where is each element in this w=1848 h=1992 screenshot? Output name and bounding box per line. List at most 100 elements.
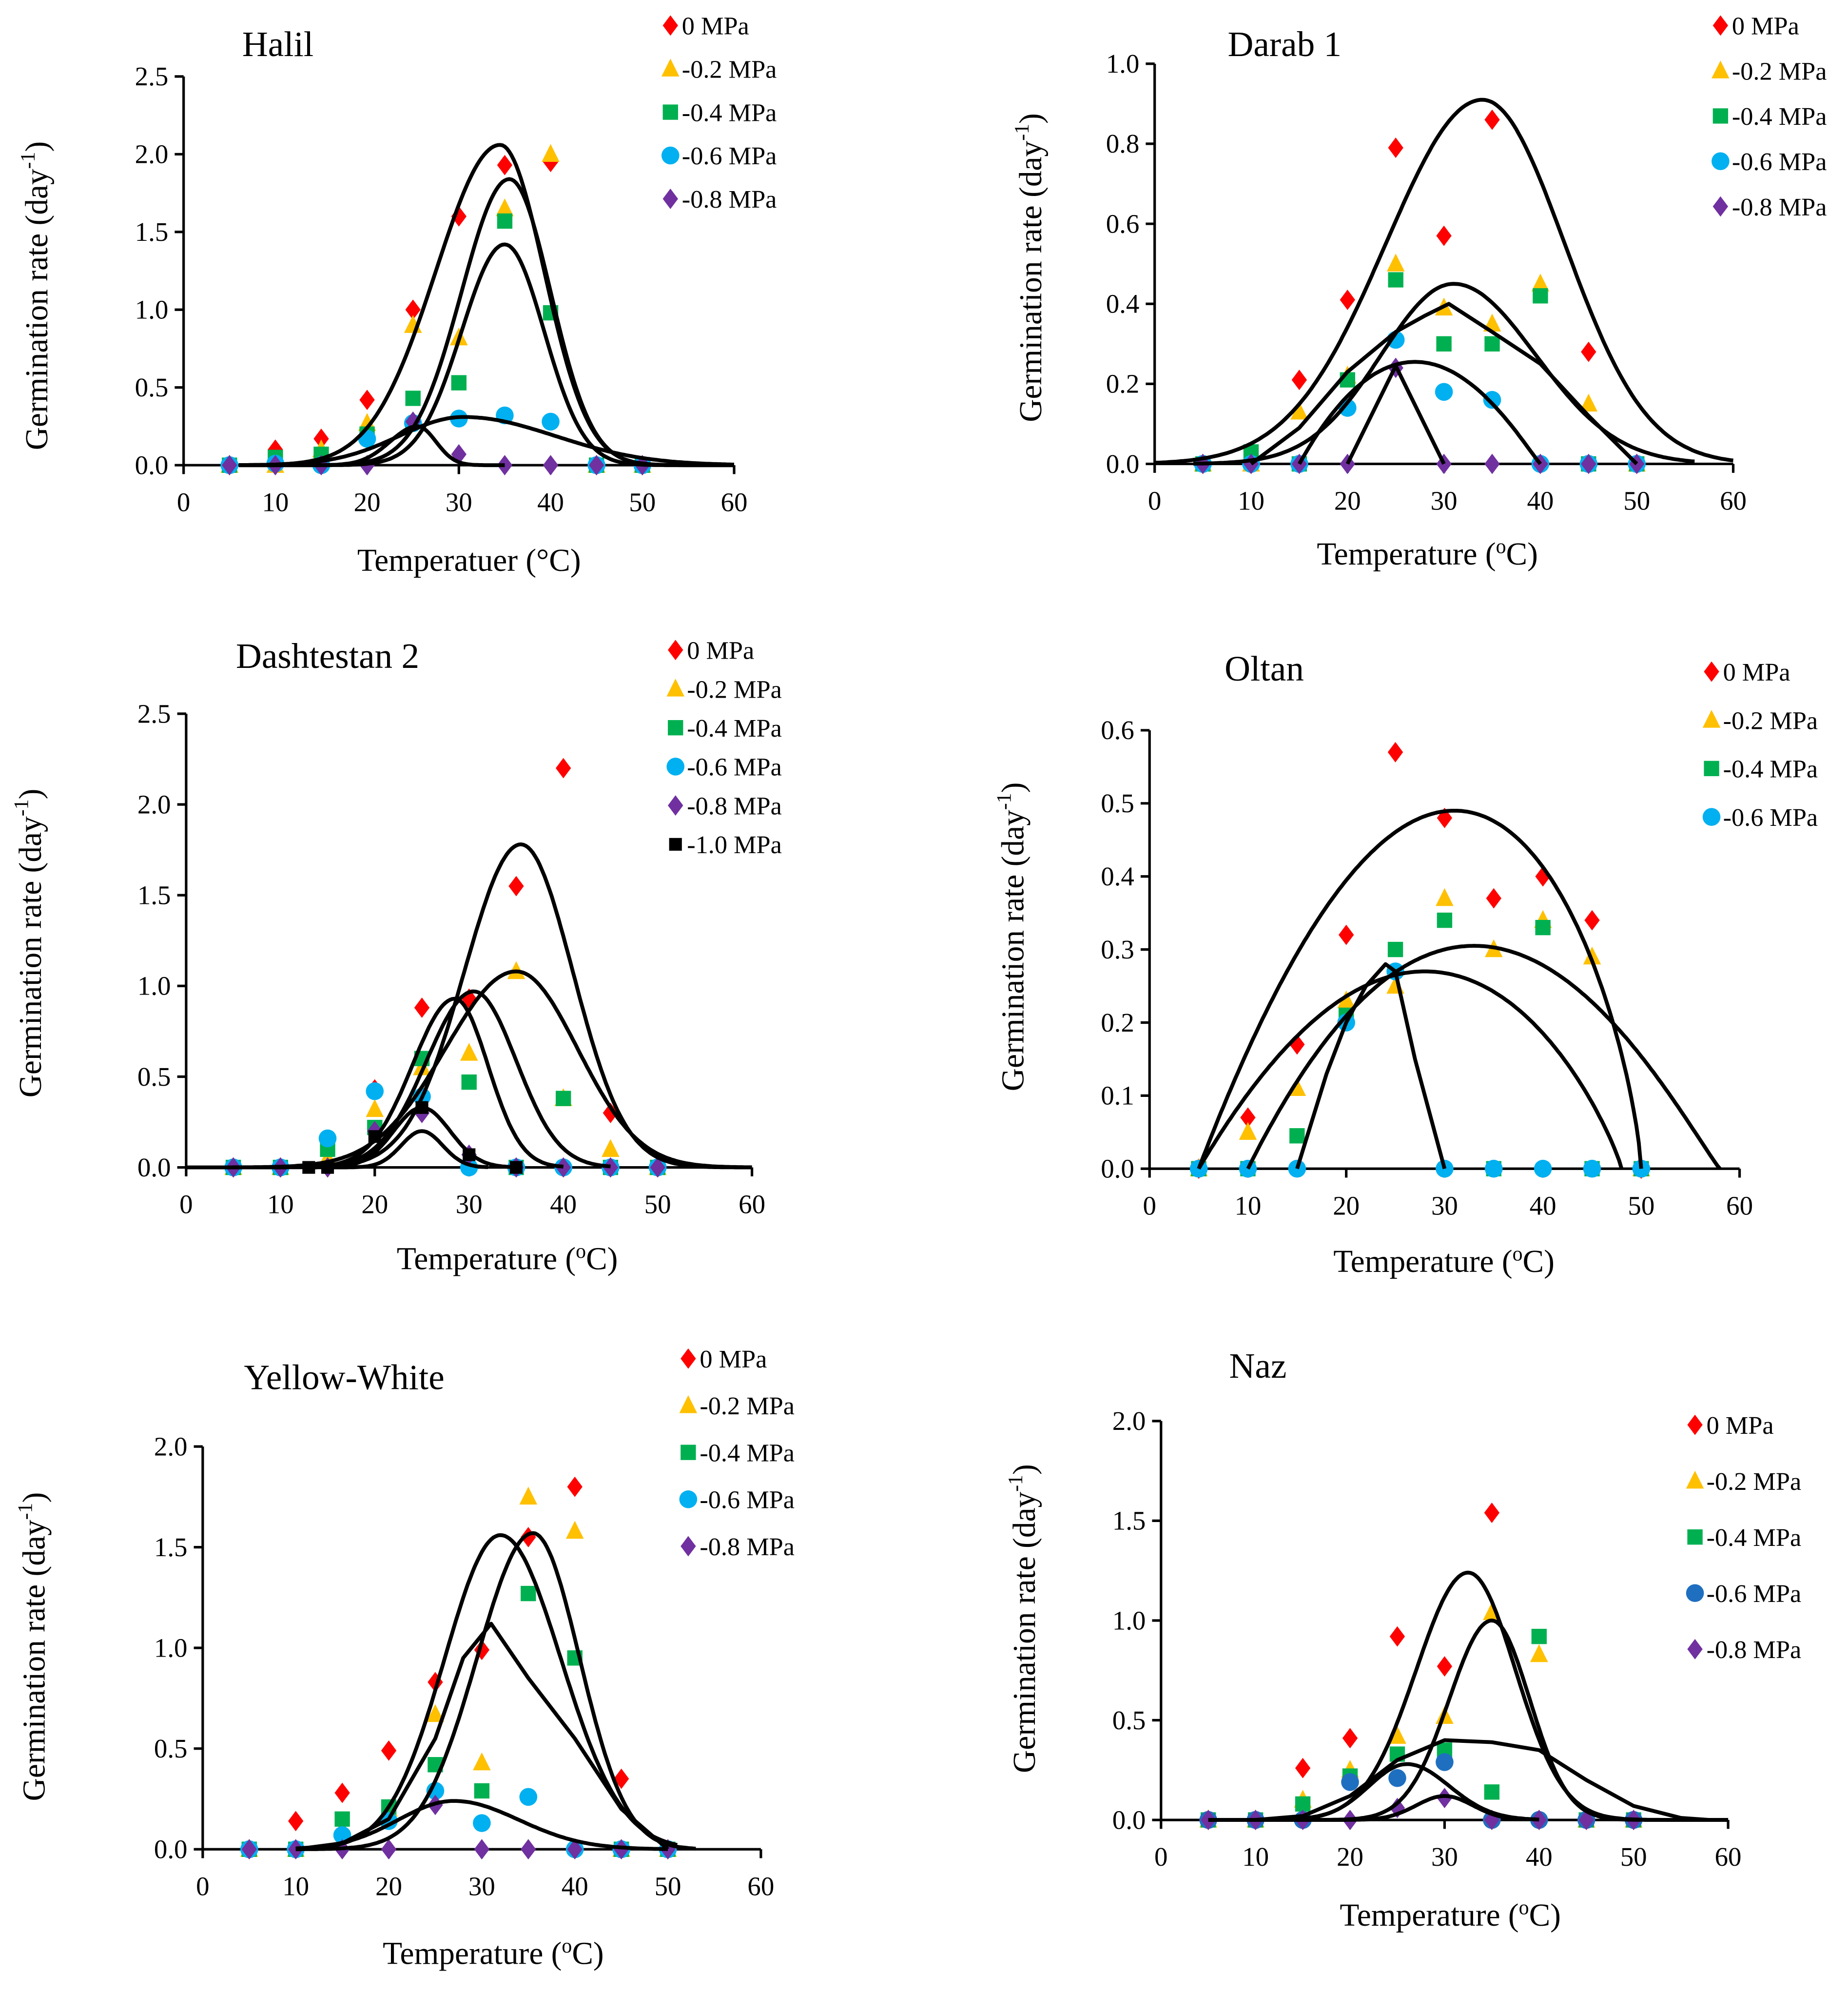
fitted-curve — [1246, 944, 1722, 1170]
y-tick-label: 2.0 — [135, 139, 169, 169]
data-point — [359, 390, 375, 410]
data-point — [334, 1782, 350, 1803]
fitted-curve — [1345, 364, 1446, 465]
y-tick-label: 1.0 — [154, 1633, 188, 1662]
y-tick-label: 2.0 — [154, 1431, 188, 1461]
legend-label: -0.8 MPa — [700, 1533, 795, 1561]
fitted-curve — [238, 177, 734, 468]
x-tick-label: 20 — [361, 1190, 388, 1219]
data-point — [1388, 272, 1403, 288]
data-point — [1531, 1629, 1547, 1644]
y-tick-label: 0.2 — [1106, 369, 1140, 399]
y-tick-label: 1.5 — [135, 217, 169, 247]
x-tick-label: 10 — [262, 487, 289, 517]
y-tick-label: 0.8 — [1106, 129, 1140, 158]
x-tick-label: 0 — [179, 1190, 193, 1219]
data-point — [1484, 109, 1500, 130]
y-axis-label: Germination rate (day-1) — [1011, 113, 1049, 422]
data-point — [1338, 924, 1354, 945]
x-tick-label: 30 — [456, 1190, 483, 1219]
x-tick-label: 30 — [1431, 1191, 1458, 1220]
y-tick-label: 0.4 — [1106, 289, 1140, 319]
y-tick-label: 0.0 — [1101, 1154, 1134, 1184]
x-tick-label: 20 — [1334, 486, 1361, 516]
x-tick-label: 40 — [1526, 1842, 1553, 1872]
fitted-curve — [1197, 969, 1624, 1170]
fitted-curve — [295, 1799, 668, 1851]
legend-label: -0.2 MPa — [1707, 1467, 1802, 1496]
legend-marker — [661, 59, 680, 77]
fitted-curve — [328, 1129, 488, 1170]
x-axis-label: Temperature (oC) — [383, 1935, 604, 1972]
data-point — [1387, 742, 1403, 762]
fitted-curve — [295, 1533, 678, 1851]
x-axis-label-degree: o — [1496, 536, 1506, 558]
data-point — [1534, 1159, 1552, 1178]
data-point — [1581, 341, 1596, 362]
data-point — [650, 1157, 665, 1178]
y-tick-label: 1.5 — [154, 1532, 188, 1562]
data-point — [1388, 137, 1403, 158]
series-0-MPa — [1195, 109, 1645, 474]
data-point — [473, 1814, 491, 1832]
data-point — [1530, 1644, 1548, 1662]
x-tick-label: 20 — [354, 487, 381, 517]
y-axis-label-text: Germination rate (day — [1013, 140, 1049, 422]
x-axis-label-degree: o — [1513, 1243, 1523, 1265]
data-point — [555, 1091, 571, 1106]
x-axis-label: Temperature (oC) — [1340, 1897, 1561, 1933]
x-tick-label: 10 — [1235, 1191, 1262, 1220]
data-point — [461, 1074, 477, 1090]
legend-marker — [669, 838, 682, 851]
data-point — [405, 299, 421, 320]
data-point — [1436, 336, 1452, 352]
y-tick-label: 0.5 — [137, 1062, 171, 1092]
data-point — [588, 455, 604, 476]
series--0-4-MPa — [222, 213, 650, 473]
x-axis-label-unit: C) — [1523, 1244, 1555, 1279]
chart-panel-dashtestan-2: Dashtestan 2 0 10 20 30 40 50 60 0.0 0.5 1.0 1.5 2.0… — [11, 636, 782, 1277]
y-axis-label-close: ) — [13, 789, 48, 800]
data-point — [1583, 1159, 1601, 1178]
data-point — [1201, 1810, 1216, 1830]
legend-label: -0.2 MPa — [682, 55, 777, 83]
legend-label: -0.8 MPa — [1707, 1636, 1802, 1664]
x-axis-label-text: Temperatuer ( — [357, 543, 536, 578]
data-point — [497, 213, 513, 229]
data-point — [1295, 1796, 1311, 1812]
legend-marker — [681, 1348, 696, 1369]
legend-marker — [662, 15, 678, 36]
y-tick-label: 0.0 — [1112, 1805, 1146, 1835]
chart-title: Darab 1 — [1227, 24, 1342, 64]
y-axis-label-exponent: -1 — [1005, 1475, 1027, 1492]
x-axis-label-unit: C) — [1506, 537, 1538, 572]
data-point — [414, 997, 430, 1018]
data-point — [1584, 910, 1600, 931]
data-point — [366, 1082, 384, 1100]
data-point — [222, 455, 237, 476]
data-point — [1288, 1159, 1306, 1178]
fitted-curve — [1295, 962, 1447, 1170]
y-tick-label: 0.5 — [1112, 1705, 1146, 1735]
legend-label: 0 MPa — [1707, 1411, 1774, 1440]
data-point — [358, 413, 376, 431]
legend-marker — [1687, 1529, 1703, 1545]
data-point — [521, 1839, 536, 1860]
x-tick-label: 30 — [1431, 486, 1458, 516]
data-point — [567, 1839, 583, 1860]
y-tick-label: 0.5 — [1101, 788, 1134, 818]
x-axis-label-unit: C) — [586, 1242, 618, 1277]
x-tick-label: 50 — [1628, 1191, 1654, 1220]
x-tick-label: 40 — [1530, 1191, 1556, 1220]
data-point — [543, 455, 559, 476]
chart-title: Naz — [1229, 1346, 1287, 1386]
data-point — [565, 1521, 584, 1539]
data-point — [1435, 383, 1453, 401]
x-tick-label: 0 — [177, 487, 190, 517]
y-tick-label: 1.0 — [1106, 49, 1140, 78]
legend-label: -0.8 MPa — [682, 185, 777, 214]
x-tick-label: 20 — [1333, 1191, 1360, 1220]
x-tick-label: 0 — [1154, 1842, 1167, 1872]
legend-marker — [679, 1395, 698, 1413]
